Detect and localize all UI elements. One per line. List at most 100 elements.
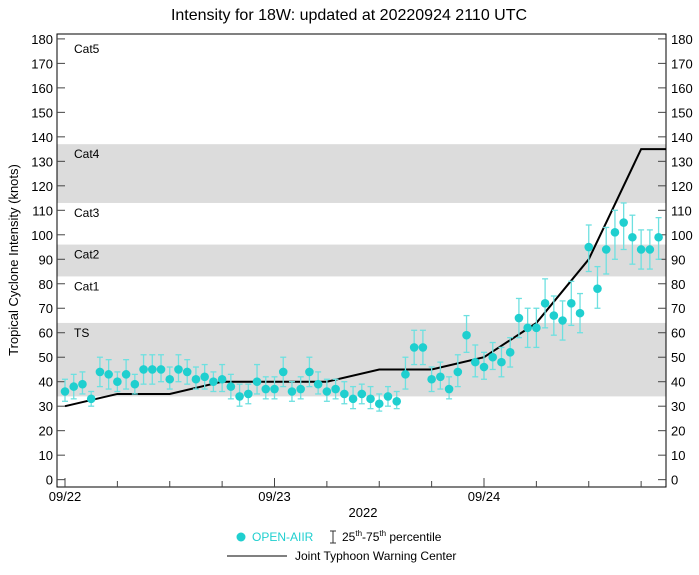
plot-frame bbox=[56, 33, 667, 488]
data-point bbox=[593, 265, 602, 309]
data-point bbox=[156, 354, 166, 383]
data-point bbox=[383, 385, 393, 407]
data-point bbox=[86, 390, 96, 407]
point-marker bbox=[514, 313, 524, 323]
point-marker bbox=[645, 245, 655, 254]
y-tick-label: 160 bbox=[31, 81, 53, 96]
data-point bbox=[401, 356, 410, 390]
point-marker bbox=[200, 372, 209, 382]
y-tick-label: 130 bbox=[31, 154, 53, 169]
point-marker bbox=[374, 399, 384, 409]
point-marker bbox=[322, 387, 332, 396]
data-point bbox=[453, 354, 463, 388]
data-point bbox=[392, 390, 402, 410]
data-point bbox=[322, 378, 332, 402]
data-point bbox=[174, 354, 183, 383]
y-tick-label: 50 bbox=[39, 350, 53, 365]
data-point bbox=[549, 295, 559, 336]
category-label-cat5: Cat5 bbox=[74, 42, 100, 56]
data-point bbox=[540, 278, 550, 329]
point-marker bbox=[558, 316, 567, 325]
y-tick-label: 60 bbox=[39, 326, 53, 341]
data-point bbox=[436, 361, 445, 390]
y-tick-label-right: 0 bbox=[671, 473, 678, 488]
data-point bbox=[130, 373, 140, 395]
point-marker bbox=[147, 365, 157, 374]
y-tick-label: 180 bbox=[31, 32, 53, 47]
point-marker bbox=[113, 377, 122, 387]
point-marker bbox=[252, 377, 262, 387]
point-marker bbox=[444, 384, 454, 394]
data-point bbox=[654, 216, 663, 260]
point-marker bbox=[488, 352, 498, 362]
point-marker bbox=[165, 374, 175, 384]
y-tick-label-right: 160 bbox=[671, 81, 693, 96]
y-tick-label-right: 70 bbox=[671, 301, 685, 316]
point-marker bbox=[209, 377, 218, 387]
data-point bbox=[532, 307, 541, 349]
point-marker bbox=[436, 372, 445, 382]
data-point bbox=[217, 363, 227, 393]
x-tick-label: 09/24 bbox=[468, 489, 501, 504]
y-tick-label: 90 bbox=[39, 252, 53, 267]
data-point bbox=[357, 383, 367, 405]
y-tick-label-right: 40 bbox=[671, 375, 685, 390]
point-marker bbox=[566, 299, 576, 308]
y-tick-label-right: 50 bbox=[671, 350, 685, 365]
point-marker bbox=[392, 396, 402, 406]
point-marker bbox=[95, 367, 105, 377]
point-marker bbox=[619, 218, 628, 227]
data-point bbox=[628, 214, 637, 265]
data-point bbox=[270, 376, 279, 400]
y-tick-label-right: 60 bbox=[671, 326, 685, 341]
point-marker bbox=[60, 387, 70, 396]
point-marker bbox=[383, 392, 393, 401]
y-tick-label: 30 bbox=[39, 399, 53, 414]
point-marker bbox=[401, 370, 410, 379]
data-point bbox=[497, 346, 506, 378]
point-marker bbox=[462, 330, 471, 340]
y-tick-label: 100 bbox=[31, 228, 53, 243]
y-tick-label-right: 140 bbox=[671, 130, 693, 145]
x-axis-label: 2022 bbox=[349, 505, 378, 520]
data-point bbox=[610, 209, 620, 260]
data-point bbox=[278, 356, 288, 388]
data-point bbox=[505, 336, 515, 368]
point-marker bbox=[584, 242, 594, 252]
data-point bbox=[575, 292, 585, 334]
legend-dot-label: OPEN-AIIR bbox=[252, 530, 314, 544]
data-point bbox=[444, 376, 454, 400]
point-marker bbox=[217, 374, 227, 384]
data-point bbox=[366, 385, 375, 410]
y-tick-label-right: 90 bbox=[671, 252, 685, 267]
data-point bbox=[479, 351, 489, 380]
data-point bbox=[296, 376, 305, 400]
data-point bbox=[226, 373, 236, 400]
data-point bbox=[261, 376, 271, 400]
point-marker bbox=[340, 389, 349, 399]
data-point bbox=[121, 359, 131, 390]
data-point bbox=[305, 356, 314, 388]
data-point bbox=[139, 354, 148, 385]
band-cat4 bbox=[57, 144, 666, 203]
point-marker bbox=[523, 323, 532, 333]
chart-title: Intensity for 18W: updated at 20220924 2… bbox=[171, 7, 527, 24]
y-tick-label-right: 130 bbox=[671, 154, 693, 169]
category-bands: TS Cat1 Cat2 Cat3 Cat4 Cat5 bbox=[57, 42, 666, 397]
point-marker bbox=[139, 365, 148, 374]
data-point bbox=[191, 366, 201, 390]
data-point bbox=[584, 224, 594, 273]
point-marker bbox=[409, 343, 419, 352]
point-marker bbox=[366, 394, 375, 404]
data-point bbox=[95, 356, 105, 388]
data-point bbox=[619, 202, 628, 251]
data-point bbox=[558, 300, 567, 341]
x-tick-label: 09/22 bbox=[49, 489, 82, 504]
y-tick-label: 120 bbox=[31, 179, 53, 194]
data-point bbox=[69, 373, 79, 400]
data-point bbox=[165, 366, 175, 390]
point-marker bbox=[278, 367, 288, 377]
point-marker bbox=[69, 382, 79, 391]
y-tick-label-right: 30 bbox=[671, 399, 685, 414]
